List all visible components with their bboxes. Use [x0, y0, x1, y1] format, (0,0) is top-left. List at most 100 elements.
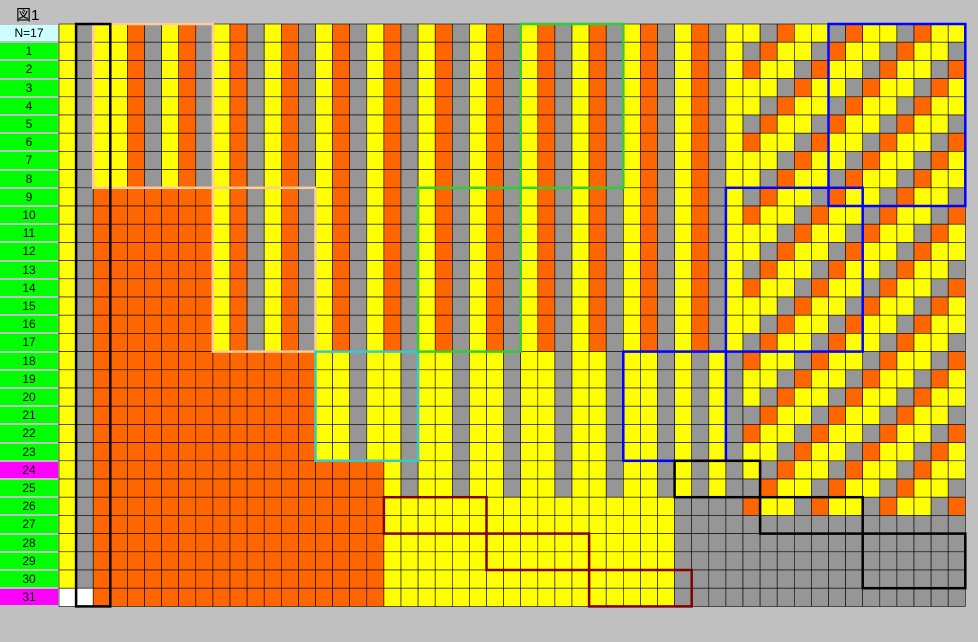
grid-cell [930, 333, 949, 352]
grid-cell [178, 151, 197, 170]
grid-cell [417, 78, 436, 98]
grid-cell [332, 205, 351, 225]
grid-cell [332, 296, 351, 316]
grid-cell [674, 405, 692, 425]
grid-cell [622, 314, 641, 334]
grid-cell [280, 314, 299, 334]
grid-cell [127, 515, 145, 534]
grid-cell [178, 169, 197, 189]
grid-cell [622, 424, 641, 443]
grid-cell [110, 114, 128, 134]
grid-cell [58, 314, 77, 334]
grid-cell [298, 223, 316, 243]
grid-cell [178, 242, 197, 261]
grid-cell [315, 387, 333, 407]
grid-cell [451, 114, 470, 134]
grid-cell [58, 278, 77, 298]
grid-cell [127, 187, 145, 207]
grid-cell [246, 369, 265, 389]
grid-cell [520, 132, 539, 152]
grid-cell [759, 351, 778, 371]
grid-cell [195, 278, 214, 298]
grid-cell [212, 351, 231, 371]
grid-cell [263, 296, 282, 316]
grid-cell [845, 351, 863, 371]
grid-cell [674, 533, 692, 553]
grid-cell [229, 187, 248, 207]
grid-cell [811, 387, 829, 407]
grid-cell [332, 405, 351, 425]
grid-cell [622, 169, 641, 189]
grid-cell [622, 187, 641, 207]
grid-cell [759, 424, 778, 443]
grid-cell [828, 496, 846, 516]
grid-cell [212, 78, 231, 98]
grid-cell [178, 78, 197, 98]
grid-cell [383, 41, 402, 61]
grid-cell [845, 460, 863, 480]
grid-cell [263, 223, 282, 243]
grid-cell [195, 151, 214, 170]
grid-cell [75, 96, 94, 116]
grid-cell [332, 314, 351, 334]
grid-cell [58, 41, 77, 61]
grid-cell [793, 569, 812, 589]
row-label: 30 [0, 571, 58, 588]
grid-cell [571, 314, 590, 334]
grid-cell [811, 551, 829, 571]
grid-cell [110, 78, 128, 98]
grid-cell [75, 387, 94, 407]
grid-cell [742, 333, 761, 352]
grid-cell [417, 41, 436, 61]
grid-cell [862, 478, 881, 498]
grid-cell [571, 23, 590, 43]
grid-cell [947, 223, 966, 243]
grid-cell [554, 278, 573, 298]
grid-cell [520, 223, 539, 243]
grid-cell [229, 515, 248, 534]
outline-box [861, 532, 967, 590]
grid-cell [400, 424, 419, 443]
grid-cell [263, 551, 282, 571]
outline-box [724, 186, 864, 353]
grid-cell [691, 333, 710, 352]
grid-cell [144, 296, 162, 316]
grid-cell [896, 496, 915, 516]
grid-cell [742, 205, 761, 225]
grid-cell [349, 496, 368, 516]
grid-cell [366, 114, 385, 134]
grid-cell [469, 132, 487, 152]
grid-cell [280, 442, 299, 462]
grid-cell [708, 551, 727, 571]
grid-cell [896, 515, 915, 534]
grid-cell [930, 496, 949, 516]
grid-cell [75, 23, 94, 43]
grid-cell [520, 569, 539, 589]
grid-cell [229, 405, 248, 425]
grid-cell [144, 569, 162, 589]
grid-cell [862, 569, 881, 589]
grid-cell [280, 424, 299, 443]
grid-cell [486, 169, 504, 189]
grid-cell [144, 260, 162, 280]
grid-cell [469, 387, 487, 407]
grid-cell [280, 296, 299, 316]
grid-cell [417, 169, 436, 189]
grid-cell [930, 569, 949, 589]
grid-cell [383, 114, 402, 134]
grid-cell [605, 314, 624, 334]
grid-cell [127, 23, 145, 43]
grid-cell [537, 442, 556, 462]
outline-box [74, 22, 112, 608]
grid-cell [554, 460, 573, 480]
grid-cell [280, 369, 299, 389]
grid-cell [691, 533, 710, 553]
grid-cell [503, 515, 522, 534]
grid-cell [622, 23, 641, 43]
grid-cell [896, 333, 915, 352]
grid-cell [725, 60, 744, 79]
grid-cell [879, 460, 898, 480]
grid-cell [280, 405, 299, 425]
grid-cell [571, 260, 590, 280]
grid-cell [896, 387, 915, 407]
